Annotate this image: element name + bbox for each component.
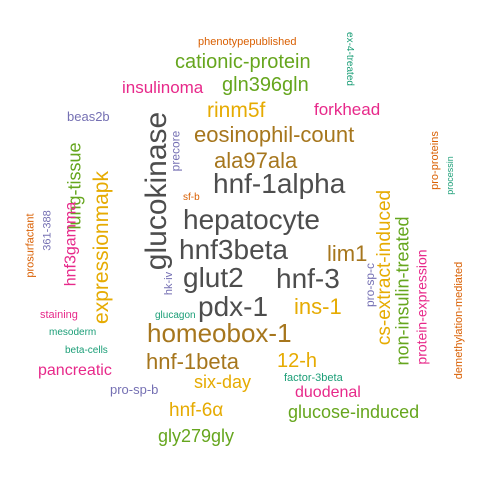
word-hnf-3: hnf-3 xyxy=(276,263,340,294)
word-beta-cells: beta-cells xyxy=(65,345,108,356)
word-pro-proteins: pro-proteins xyxy=(428,131,441,190)
word-six-day: six-day xyxy=(194,372,252,392)
word-expressionmapk: expressionmapk xyxy=(89,171,113,324)
word-glucose-induced: glucose-induced xyxy=(288,402,420,422)
word-phenotypepublished: phenotypepublished xyxy=(198,36,297,48)
word-prosurfactant: prosurfactant xyxy=(24,213,37,278)
word-hnf-1alpha: hnf-1alpha xyxy=(213,168,346,199)
word-hnf-1beta: hnf-1beta xyxy=(146,349,239,374)
word-hepatocyte: hepatocyte xyxy=(183,204,320,235)
word-ala97ala: ala97ala xyxy=(214,148,298,173)
word-non-insulin-treated: non-insulin-treated xyxy=(392,216,413,366)
word-ins-1: ins-1 xyxy=(294,294,342,319)
word-eosinophil-count: eosinophil-count xyxy=(194,122,355,147)
word-forkhead: forkhead xyxy=(314,100,381,119)
word-hk-iv: hk-iv xyxy=(163,271,176,296)
word-beas2b: beas2b xyxy=(67,109,110,124)
word-demethylation-mediated: demethylation-mediated xyxy=(453,261,466,380)
word-pdx-1: pdx-1 xyxy=(198,291,269,322)
word-protein-expression: protein-expression xyxy=(413,249,430,365)
word-cs-extract-induced: cs-extract-induced xyxy=(374,189,396,346)
word-precore: precore xyxy=(168,130,183,172)
word-12-h: 12-h xyxy=(277,350,318,372)
word-pro-sp-b: pro-sp-b xyxy=(110,382,159,397)
word-insulinoma: insulinoma xyxy=(122,78,204,97)
word-pro-sp-c: pro-sp-c xyxy=(363,262,378,308)
word-hnf3gamma: hnf3gamma xyxy=(62,201,80,287)
word-factor-3beta: factor-3beta xyxy=(284,372,343,384)
word-processin: processin xyxy=(444,156,455,195)
word-staining: staining xyxy=(40,309,78,321)
word-homeobox-1: homeobox-1 xyxy=(147,318,292,348)
word-mesoderm: mesoderm xyxy=(49,327,97,338)
word-361-388: 361-388 xyxy=(41,210,54,251)
word-ex-4-treated: ex-4-treated xyxy=(343,32,355,86)
word-rinm5f: rinm5f xyxy=(207,99,266,122)
word-sf-b: sf-b xyxy=(183,192,200,203)
word-gly279gly: gly279gly xyxy=(158,426,235,446)
word-pancreatic: pancreatic xyxy=(38,362,112,379)
word-glut2: glut2 xyxy=(183,262,244,293)
word-lim1: lim1 xyxy=(327,241,368,266)
word-glucagon: glucagon xyxy=(155,310,196,321)
word-hnf3beta: hnf3beta xyxy=(179,234,288,265)
word-duodenal: duodenal xyxy=(295,384,361,401)
word-cationic-protein: cationic-protein xyxy=(175,51,311,73)
word-hnf-6a: hnf-6α xyxy=(169,400,224,421)
word-gln396gln: gln396gln xyxy=(222,74,309,96)
